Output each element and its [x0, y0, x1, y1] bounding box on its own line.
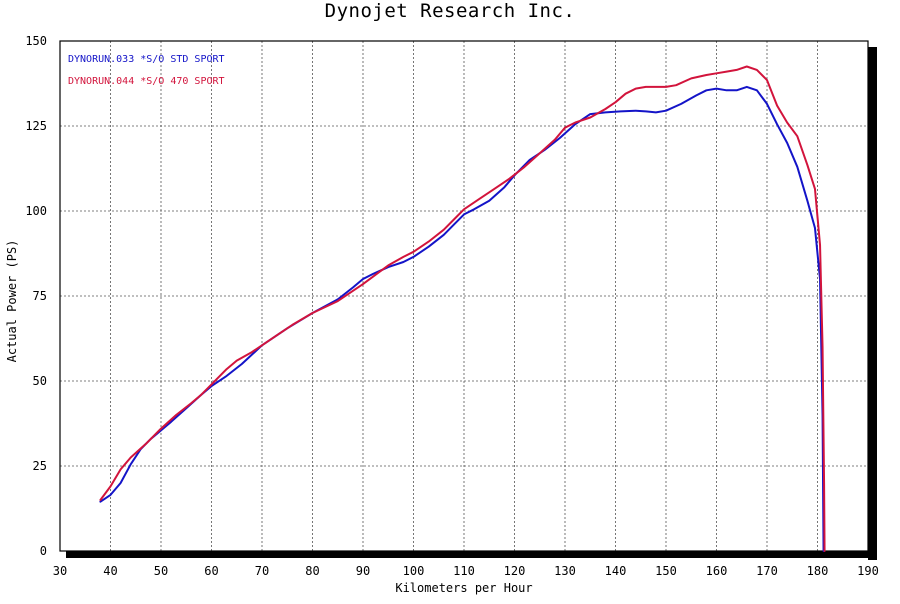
x-tick-label: 80 [305, 564, 319, 578]
frame-border [59, 40, 869, 552]
y-tick-label: 75 [33, 289, 47, 303]
y-tick-label: 25 [33, 459, 47, 473]
x-tick-label: 170 [756, 564, 778, 578]
legend-entry-2: DYNORUN.044 *S/O 470 SPORT [68, 76, 225, 87]
x-tick-label: 140 [605, 564, 627, 578]
y-tick-label: 50 [33, 374, 47, 388]
frame-shadow-bottom [66, 551, 877, 558]
y-tick-label: 125 [25, 119, 47, 133]
series-group [99, 65, 826, 552]
x-tick-label: 40 [103, 564, 117, 578]
x-tick-label: 130 [554, 564, 576, 578]
series-line-1 [99, 85, 825, 552]
y-tick-label: 150 [25, 34, 47, 48]
chart-title: Dynojet Research Inc. [324, 0, 576, 22]
x-tick-label: 70 [255, 564, 269, 578]
x-tick-label: 190 [857, 564, 879, 578]
x-tick-label: 120 [504, 564, 526, 578]
x-tick-label: 90 [356, 564, 370, 578]
frame-shadow-right [868, 47, 877, 560]
x-tick-label: 150 [655, 564, 677, 578]
y-tick-label: 100 [25, 204, 47, 218]
y-axis-label: Actual Power (PS) [5, 240, 19, 363]
plot-frame [59, 40, 877, 560]
x-tick-label: 50 [154, 564, 168, 578]
legend: DYNORUN.033 *S/O STD SPORT DYNORUN.044 *S… [68, 54, 225, 87]
x-axis-label: Kilometers per Hour [395, 581, 532, 595]
x-axis-ticks: 30 40 50 60 70 80 90 100 110 120 130 140 150 160 170 18… [53, 564, 879, 578]
x-tick-label: 60 [204, 564, 218, 578]
x-tick-label: 100 [403, 564, 425, 578]
x-tick-label: 160 [706, 564, 728, 578]
x-tick-label: 180 [807, 564, 829, 578]
grid [60, 41, 868, 551]
series-line-2 [99, 65, 826, 552]
x-tick-label: 30 [53, 564, 67, 578]
y-tick-label: 0 [40, 544, 47, 558]
x-tick-label: 110 [453, 564, 475, 578]
y-axis-ticks: 0 25 50 75 100 125 150 [25, 34, 47, 558]
legend-entry-1: DYNORUN.033 *S/O STD SPORT [68, 54, 225, 65]
